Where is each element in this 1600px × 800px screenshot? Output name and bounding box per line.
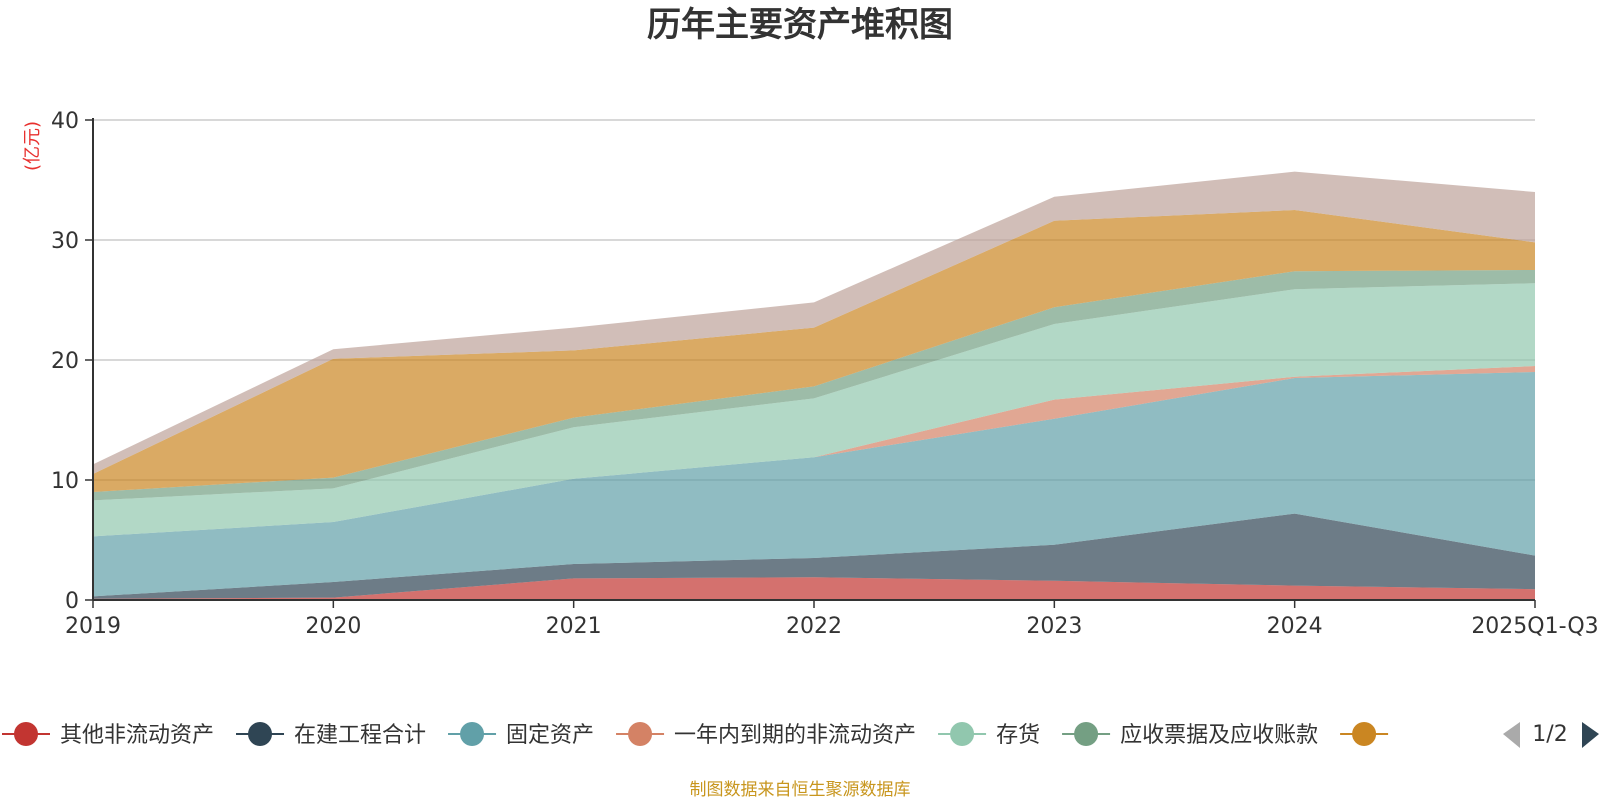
legend-item[interactable]: 其他非流动资产 bbox=[2, 722, 214, 748]
x-tick-label: 2023 bbox=[1026, 614, 1082, 639]
area-series-2 bbox=[93, 513, 1535, 599]
x-tick-label: 2022 bbox=[786, 614, 842, 639]
x-tick-label: 2025Q1-Q3 bbox=[1471, 614, 1598, 639]
area-series-5 bbox=[93, 283, 1535, 537]
legend-marker-icon bbox=[1074, 722, 1099, 746]
legend-item[interactable]: 存货 bbox=[938, 722, 1040, 748]
x-tick-label: 2020 bbox=[305, 614, 361, 639]
legend-prev-icon[interactable] bbox=[1503, 722, 1520, 748]
axes: 0 10 20 30 40 2019 2020 2021 2022 2023 2024 2025Q1-… bbox=[51, 109, 1599, 639]
legend-label: 应收票据及应收账款 bbox=[1120, 723, 1318, 748]
legend-marker-icon bbox=[1352, 722, 1377, 746]
y-axis-unit: (亿元) bbox=[22, 121, 43, 171]
legend-page-label: 1/2 bbox=[1532, 722, 1567, 747]
legend-marker-icon bbox=[248, 722, 273, 746]
x-tick-label: 2021 bbox=[546, 614, 602, 639]
legend-marker-icon bbox=[460, 722, 485, 746]
area-series-8 bbox=[93, 171, 1535, 474]
legend: 其他非流动资产 在建工程合计 固定资产 一年内到期的非流动资产 存货 应收票据及应收账款 1… bbox=[2, 722, 1599, 748]
legend-marker-icon bbox=[628, 722, 653, 746]
legend-item[interactable]: 在建工程合计 bbox=[236, 722, 426, 748]
legend-label: 其他非流动资产 bbox=[60, 723, 214, 748]
area-series-7 bbox=[93, 210, 1535, 492]
legend-item[interactable]: 固定资产 bbox=[448, 722, 594, 748]
area-series-1 bbox=[93, 577, 1535, 600]
legend-item[interactable] bbox=[1340, 722, 1389, 746]
legend-next-icon[interactable] bbox=[1582, 722, 1599, 748]
legend-pager: 1/2 bbox=[1503, 722, 1599, 748]
area-series-3 bbox=[93, 372, 1535, 597]
legend-item[interactable]: 一年内到期的非流动资产 bbox=[616, 722, 916, 748]
legend-item[interactable]: 应收票据及应收账款 bbox=[1062, 722, 1318, 748]
y-tick-label: 30 bbox=[51, 229, 79, 254]
legend-label: 固定资产 bbox=[506, 723, 594, 748]
y-tick-label: 0 bbox=[65, 589, 79, 614]
y-tick-label: 20 bbox=[51, 349, 79, 374]
legend-label: 存货 bbox=[996, 723, 1040, 748]
y-tick-label: 10 bbox=[51, 469, 79, 494]
chart-title: 历年主要资产堆积图 bbox=[647, 5, 953, 45]
legend-marker-icon bbox=[14, 722, 38, 746]
legend-label: 一年内到期的非流动资产 bbox=[674, 723, 916, 748]
data-source-note: 制图数据来自恒生聚源数据库 bbox=[690, 780, 911, 800]
legend-label: 在建工程合计 bbox=[294, 723, 426, 748]
area-series bbox=[93, 171, 1535, 600]
legend-marker-icon bbox=[950, 722, 975, 746]
x-tick-label: 2019 bbox=[65, 614, 121, 639]
x-tick-label: 2024 bbox=[1267, 614, 1323, 639]
y-tick-label: 40 bbox=[51, 109, 79, 134]
